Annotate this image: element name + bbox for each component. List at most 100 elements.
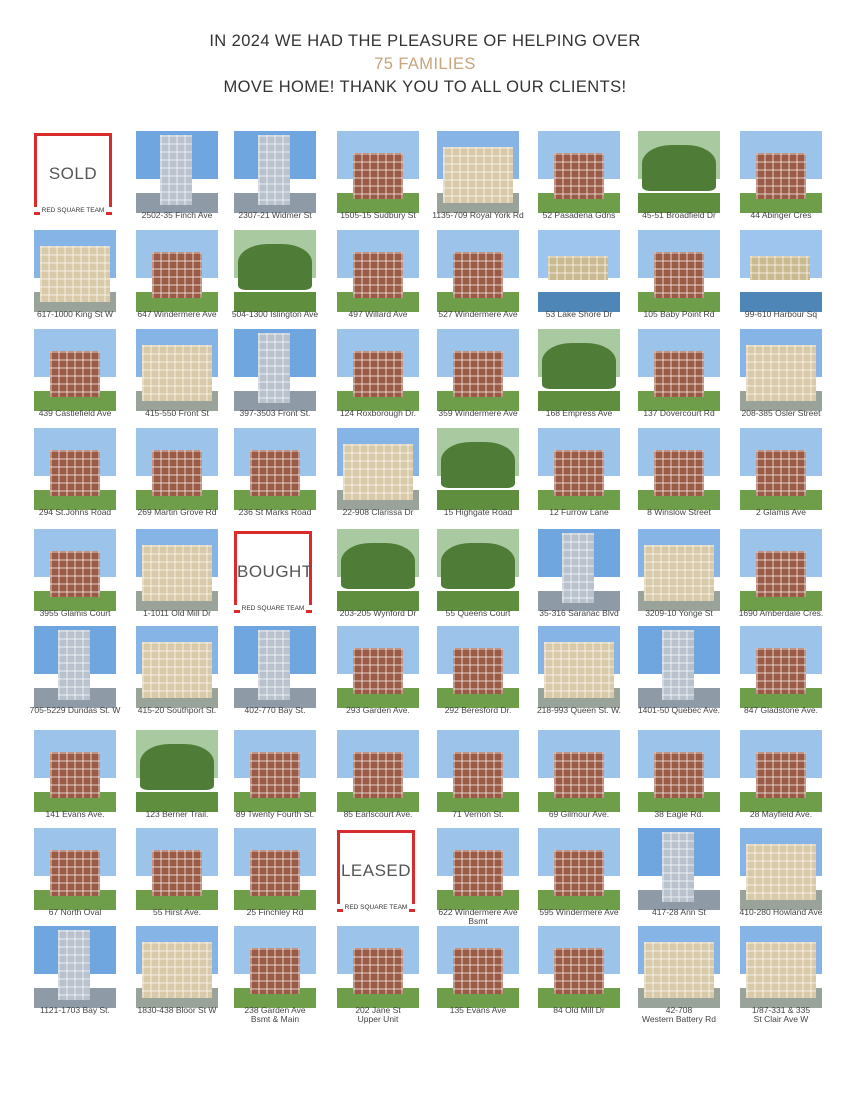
- photo-ground: [538, 391, 620, 411]
- badge-corner-left: [34, 212, 40, 215]
- photo-ground: [234, 292, 316, 312]
- photo-building: [50, 850, 100, 896]
- property-address: 359 Windermere Ave: [438, 408, 518, 418]
- photo-windows: [40, 246, 110, 302]
- property-address: 55 Queens Court: [445, 608, 511, 618]
- photo-building: [453, 351, 503, 397]
- property-address: 3955 Glamis Court: [39, 608, 111, 618]
- property-address: 85 Earlscourt Ave.: [343, 809, 413, 819]
- photo-building: [654, 752, 704, 798]
- property-address: 293 Garden Ave.: [346, 705, 410, 715]
- photo-windows: [50, 752, 100, 798]
- property-address: 141 Evans Ave.: [45, 809, 105, 819]
- property-address: 402-770 Bay St.: [244, 705, 306, 715]
- badge-word: SOLD: [48, 164, 98, 183]
- property-photo: [740, 131, 822, 213]
- property-address: 1690 Amberdale Cres.: [738, 608, 824, 618]
- property-photo: [538, 230, 620, 312]
- header-families-count: 75 FAMILIES: [374, 55, 476, 73]
- badge-corner-left: [234, 610, 240, 613]
- property-address: 847 Gladstone Ave.: [743, 705, 819, 715]
- photo-building: [142, 545, 212, 601]
- photo-building: [453, 850, 503, 896]
- badge-team-label: RED SQUARE TEAM: [234, 605, 312, 613]
- photo-building: [353, 752, 403, 798]
- property-address: 622 Windermere Ave Bsmt: [438, 907, 518, 926]
- photo-building: [140, 744, 214, 790]
- property-photo: [740, 329, 822, 411]
- property-address: 705-5229 Dundas St. W: [29, 705, 121, 715]
- photo-building: [50, 752, 100, 798]
- badge-corner-right: [409, 909, 415, 912]
- property-photo: [337, 529, 419, 611]
- photo-building: [258, 630, 290, 700]
- photo-building: [542, 343, 616, 389]
- property-photo: [740, 828, 822, 910]
- photo-windows: [654, 752, 704, 798]
- property-address: 67 North Oval: [48, 907, 102, 917]
- photo-windows: [756, 648, 806, 694]
- photo-ground: [437, 490, 519, 510]
- property-address: 410-280 Howland Ave: [739, 907, 823, 917]
- property-photo: [638, 428, 720, 510]
- status-badge: BOUGHT RED SQUARE TEAM: [234, 531, 312, 613]
- photo-building: [152, 252, 202, 298]
- property-photo: [136, 926, 218, 1008]
- photo-building: [654, 450, 704, 496]
- photo-building: [746, 844, 816, 900]
- property-photo: [437, 828, 519, 910]
- photo-building: [250, 450, 300, 496]
- property-address: 35-316 Saranac Blvd: [539, 608, 619, 618]
- badge-corner-left: [337, 909, 343, 912]
- photo-windows: [756, 450, 806, 496]
- badge-corner-right: [306, 610, 312, 613]
- photo-building: [58, 930, 90, 1000]
- property-address: 52 Pasadena Gdns: [542, 210, 616, 220]
- photo-building: [250, 948, 300, 994]
- photo-ground: [136, 792, 218, 812]
- photo-windows: [644, 545, 714, 601]
- property-address: 123 Berner Trail.: [145, 809, 209, 819]
- property-photo: [136, 230, 218, 312]
- property-address: 2502-35 Finch Ave: [141, 210, 213, 220]
- property-photo: [538, 529, 620, 611]
- photo-windows: [548, 256, 608, 280]
- property-address: 1121-1703 Bay St.: [40, 1005, 110, 1015]
- photo-building: [258, 333, 290, 403]
- photo-windows: [160, 135, 192, 205]
- property-photo: [638, 529, 720, 611]
- property-address: 135 Evans Ave: [449, 1005, 507, 1015]
- photo-windows: [250, 450, 300, 496]
- property-address: 55 Hirst Ave.: [152, 907, 202, 917]
- property-photo: [136, 329, 218, 411]
- property-photo: [740, 926, 822, 1008]
- photo-ground: [740, 292, 822, 312]
- header-line-1: IN 2024 WE HAD THE PLEASURE OF HELPING O…: [209, 32, 641, 50]
- property-address: 497 Willard Ave: [348, 309, 408, 319]
- photo-building: [756, 450, 806, 496]
- property-photo: [538, 730, 620, 812]
- photo-windows: [250, 752, 300, 798]
- property-photo: [34, 529, 116, 611]
- photo-windows: [554, 948, 604, 994]
- property-photo: [437, 730, 519, 812]
- property-photo: [337, 730, 419, 812]
- photo-windows: [644, 942, 714, 998]
- photo-building: [554, 450, 604, 496]
- photo-building: [642, 145, 716, 191]
- photo-ground: [437, 591, 519, 611]
- photo-building: [662, 630, 694, 700]
- photo-building: [152, 850, 202, 896]
- property-address: 595 Windermere Ave: [539, 907, 619, 917]
- property-photo: [34, 626, 116, 708]
- property-address: 45-51 Broadfield Dr: [642, 210, 716, 220]
- photo-windows: [50, 551, 100, 597]
- photo-windows: [654, 351, 704, 397]
- property-address: 415-550 Front St: [145, 408, 209, 418]
- property-address: 617-1000 King St W: [36, 309, 114, 319]
- property-address: 38 Eagle Rd.: [654, 809, 704, 819]
- photo-building: [50, 351, 100, 397]
- photo-windows: [654, 252, 704, 298]
- page-header: IN 2024 WE HAD THE PLEASURE OF HELPING O…: [0, 30, 850, 99]
- status-badge: SOLD RED SQUARE TEAM: [34, 133, 112, 215]
